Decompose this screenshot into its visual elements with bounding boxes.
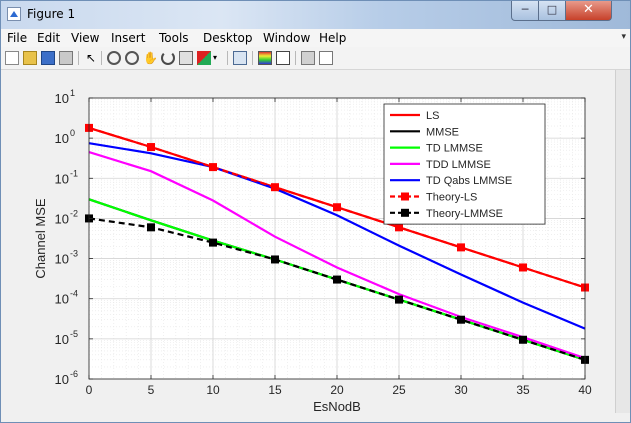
matlab-figure-icon bbox=[7, 7, 21, 21]
toolbar-separator bbox=[101, 51, 102, 65]
legend-marker bbox=[401, 208, 409, 217]
x-tick-label: 30 bbox=[454, 383, 468, 397]
legend-label: LS bbox=[426, 110, 439, 122]
data-point-marker bbox=[519, 263, 527, 272]
x-tick-label: 35 bbox=[516, 383, 530, 397]
y-tick-label: 10 bbox=[55, 91, 69, 106]
x-tick-label: 25 bbox=[392, 383, 406, 397]
y-tick-exponent: -2 bbox=[70, 208, 78, 218]
menu-window[interactable]: Window bbox=[263, 31, 311, 45]
data-point-marker bbox=[457, 243, 465, 252]
figure-canvas: 0 5 10 15 20 25 30 35 40 10 1 10 0 10 -1 10 -2 10 -3 10 -4 10… bbox=[8, 70, 613, 413]
y-tick-label: 10 bbox=[55, 131, 69, 146]
data-point-marker bbox=[457, 315, 465, 324]
y-tick-exponent: 0 bbox=[70, 128, 75, 138]
x-axis-label: EsNodB bbox=[313, 399, 361, 413]
menu-desktop[interactable]: Desktop bbox=[203, 31, 253, 45]
window-title: Figure 1 bbox=[27, 7, 76, 21]
open-file-icon[interactable] bbox=[23, 51, 37, 65]
new-figure-icon[interactable] bbox=[5, 51, 19, 65]
data-point-marker bbox=[147, 223, 155, 232]
close-button[interactable]: ✕ bbox=[565, 1, 612, 21]
close-icon: ✕ bbox=[583, 2, 594, 17]
series-line-5 bbox=[88, 142, 586, 330]
insert-colorbar-icon[interactable] bbox=[258, 51, 272, 65]
legend-label: Theory-LMMSE bbox=[426, 208, 503, 220]
data-point-marker bbox=[147, 143, 155, 152]
data-point-marker bbox=[395, 295, 403, 304]
minimize-icon: ─ bbox=[521, 3, 529, 16]
data-point-marker bbox=[209, 238, 217, 247]
zoom-out-icon[interactable] bbox=[125, 51, 139, 65]
y-tick-label: 10 bbox=[55, 171, 69, 186]
y-tick-exponent: -1 bbox=[70, 168, 78, 178]
print-icon[interactable] bbox=[59, 51, 73, 65]
toolbar-separator bbox=[227, 51, 228, 65]
x-tick-label: 20 bbox=[330, 383, 344, 397]
data-point-marker bbox=[271, 255, 279, 264]
y-tick-label: 10 bbox=[55, 252, 69, 267]
menu-tools[interactable]: Tools bbox=[159, 31, 189, 45]
menu-insert[interactable]: Insert bbox=[111, 31, 146, 45]
minimize-button[interactable]: ─ bbox=[511, 1, 539, 21]
figure-toolbar: ↖ ✋ ▾ bbox=[1, 47, 630, 70]
rotate-3d-icon[interactable] bbox=[161, 51, 175, 65]
x-tick-label: 15 bbox=[268, 383, 282, 397]
link-plot-icon[interactable] bbox=[233, 51, 247, 65]
legend-marker bbox=[401, 192, 409, 201]
x-tick-label: 0 bbox=[86, 383, 93, 397]
x-tick-label: 10 bbox=[206, 383, 220, 397]
y-tick-exponent: -6 bbox=[70, 369, 78, 379]
toolbar-separator bbox=[295, 51, 296, 65]
menu-help[interactable]: Help bbox=[319, 31, 347, 45]
legend-label: TDD LMMSE bbox=[426, 159, 491, 171]
y-tick-exponent: -3 bbox=[70, 249, 78, 259]
y-tick-label: 10 bbox=[55, 332, 69, 347]
save-icon[interactable] bbox=[41, 51, 55, 65]
pan-icon[interactable]: ✋ bbox=[143, 51, 158, 65]
legend-label: TD Qabs LMMSE bbox=[426, 175, 512, 187]
y-axis-label: Channel MSE bbox=[33, 198, 48, 279]
toolbar-separator bbox=[78, 51, 79, 65]
title-bar[interactable]: Figure 1 ─ □ ✕ bbox=[1, 1, 630, 29]
data-point-marker bbox=[333, 203, 341, 212]
x-tick-label: 5 bbox=[148, 383, 155, 397]
data-point-marker bbox=[519, 335, 527, 344]
y-tick-label: 10 bbox=[55, 211, 69, 226]
brush-dropdown-icon[interactable]: ▾ bbox=[213, 53, 218, 62]
toolbar-separator bbox=[252, 51, 253, 65]
menu-overflow-icon[interactable]: ▾ bbox=[621, 32, 626, 42]
maximize-button[interactable]: □ bbox=[538, 1, 566, 21]
data-point-marker bbox=[395, 223, 403, 232]
menu-view[interactable]: View bbox=[71, 31, 100, 45]
zoom-in-icon[interactable] bbox=[107, 51, 121, 65]
y-tick-exponent: -4 bbox=[70, 289, 78, 299]
legend-label: TD LMMSE bbox=[426, 143, 483, 155]
x-tick-label: 40 bbox=[578, 383, 592, 397]
right-scrollbar[interactable] bbox=[615, 70, 630, 413]
insert-legend-icon[interactable] bbox=[276, 51, 290, 65]
legend-label: MMSE bbox=[426, 126, 459, 138]
menu-edit[interactable]: Edit bbox=[37, 31, 61, 45]
maximize-icon: □ bbox=[546, 3, 558, 16]
data-point-marker bbox=[333, 275, 341, 284]
data-point-marker bbox=[271, 183, 279, 192]
brush-icon[interactable] bbox=[197, 51, 211, 65]
data-cursor-icon[interactable] bbox=[179, 51, 193, 65]
y-tick-exponent: -5 bbox=[70, 329, 78, 339]
y-tick-label: 10 bbox=[55, 372, 69, 387]
y-tick-label: 10 bbox=[55, 292, 69, 307]
menu-file[interactable]: File bbox=[7, 31, 28, 45]
show-plot-tools-icon[interactable] bbox=[319, 51, 333, 65]
series-line-4 bbox=[88, 151, 586, 360]
menu-bar: File Edit View Insert Tools Desktop Wind… bbox=[1, 29, 630, 47]
hide-plot-tools-icon[interactable] bbox=[301, 51, 315, 65]
legend-label: Theory-LS bbox=[426, 192, 477, 204]
y-tick-exponent: 1 bbox=[70, 88, 75, 98]
data-point-marker bbox=[209, 163, 217, 172]
pointer-icon[interactable]: ↖ bbox=[85, 51, 97, 65]
